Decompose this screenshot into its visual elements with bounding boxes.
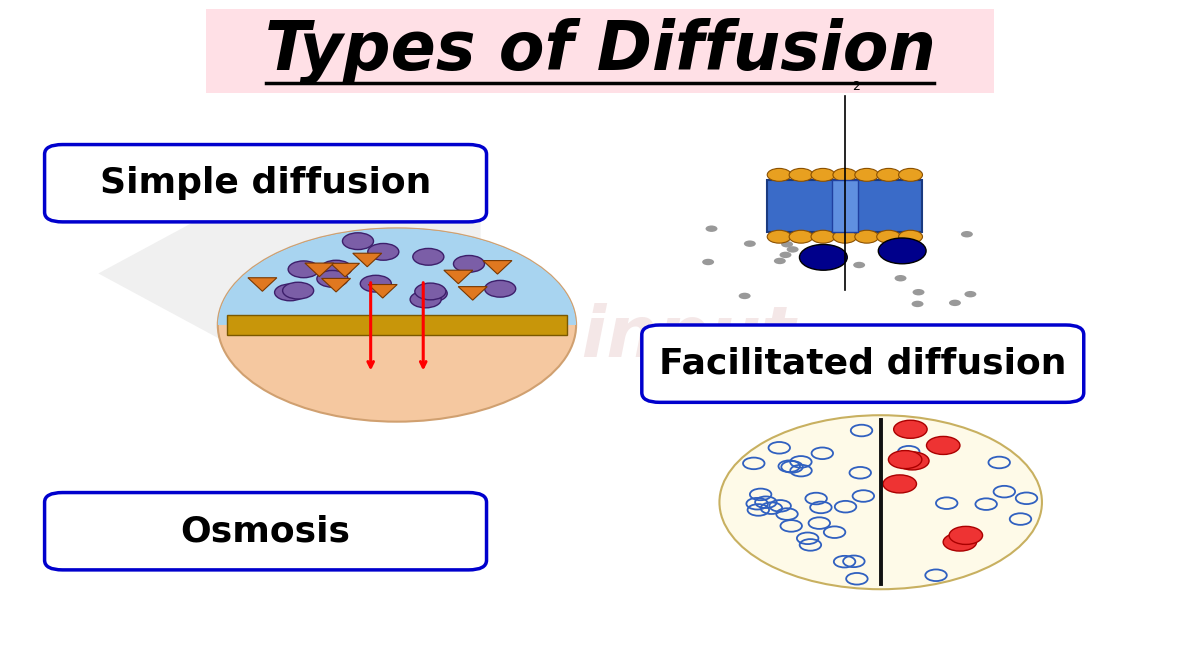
Circle shape bbox=[702, 259, 714, 265]
Circle shape bbox=[744, 240, 756, 247]
Circle shape bbox=[367, 244, 398, 260]
Circle shape bbox=[739, 292, 751, 299]
Circle shape bbox=[877, 230, 901, 243]
Circle shape bbox=[943, 533, 977, 551]
Circle shape bbox=[781, 241, 793, 248]
Circle shape bbox=[853, 262, 865, 268]
Circle shape bbox=[275, 284, 306, 301]
Circle shape bbox=[415, 283, 446, 300]
Circle shape bbox=[342, 233, 373, 250]
Circle shape bbox=[833, 230, 857, 243]
Circle shape bbox=[965, 291, 977, 298]
Text: Edu input: Edu input bbox=[404, 304, 796, 372]
FancyBboxPatch shape bbox=[767, 180, 923, 231]
Circle shape bbox=[787, 246, 799, 253]
Text: Types of Diffusion: Types of Diffusion bbox=[264, 18, 936, 84]
Circle shape bbox=[894, 421, 928, 438]
Circle shape bbox=[961, 231, 973, 237]
Circle shape bbox=[854, 230, 878, 243]
Circle shape bbox=[899, 168, 923, 181]
Circle shape bbox=[793, 220, 805, 227]
Circle shape bbox=[767, 230, 791, 243]
FancyBboxPatch shape bbox=[227, 315, 566, 335]
Circle shape bbox=[854, 168, 878, 181]
Circle shape bbox=[877, 168, 901, 181]
Circle shape bbox=[217, 228, 576, 422]
Circle shape bbox=[410, 291, 442, 308]
Polygon shape bbox=[98, 144, 480, 402]
Circle shape bbox=[912, 301, 924, 307]
Circle shape bbox=[283, 282, 313, 299]
Circle shape bbox=[780, 252, 792, 258]
Circle shape bbox=[485, 280, 516, 297]
Text: Simple diffusion: Simple diffusion bbox=[100, 166, 431, 200]
Circle shape bbox=[790, 168, 814, 181]
Circle shape bbox=[454, 255, 485, 272]
Circle shape bbox=[949, 300, 961, 306]
Circle shape bbox=[830, 234, 842, 240]
Circle shape bbox=[790, 230, 814, 243]
Circle shape bbox=[811, 168, 835, 181]
FancyBboxPatch shape bbox=[44, 493, 486, 570]
Circle shape bbox=[949, 526, 983, 545]
Circle shape bbox=[833, 168, 857, 181]
Circle shape bbox=[320, 260, 352, 277]
Circle shape bbox=[895, 452, 929, 470]
Circle shape bbox=[883, 475, 917, 493]
Circle shape bbox=[360, 276, 391, 292]
Circle shape bbox=[888, 450, 922, 469]
Circle shape bbox=[874, 223, 886, 229]
Circle shape bbox=[774, 258, 786, 264]
Circle shape bbox=[720, 415, 1042, 589]
Circle shape bbox=[413, 248, 444, 265]
FancyBboxPatch shape bbox=[44, 144, 486, 222]
Circle shape bbox=[288, 261, 319, 278]
FancyBboxPatch shape bbox=[206, 9, 994, 93]
FancyBboxPatch shape bbox=[832, 180, 858, 231]
Text: Facilitated diffusion: Facilitated diffusion bbox=[659, 346, 1067, 381]
Circle shape bbox=[706, 226, 718, 232]
Circle shape bbox=[767, 168, 791, 181]
Circle shape bbox=[317, 270, 348, 287]
Circle shape bbox=[926, 436, 960, 454]
Circle shape bbox=[878, 238, 926, 264]
Circle shape bbox=[894, 275, 906, 281]
Circle shape bbox=[899, 230, 923, 243]
Text: Osmosis: Osmosis bbox=[180, 514, 350, 548]
Polygon shape bbox=[217, 228, 576, 325]
Circle shape bbox=[799, 244, 847, 270]
Circle shape bbox=[811, 230, 835, 243]
Circle shape bbox=[416, 285, 448, 302]
FancyBboxPatch shape bbox=[642, 325, 1084, 402]
Text: 2: 2 bbox=[852, 80, 860, 93]
Circle shape bbox=[912, 289, 924, 295]
